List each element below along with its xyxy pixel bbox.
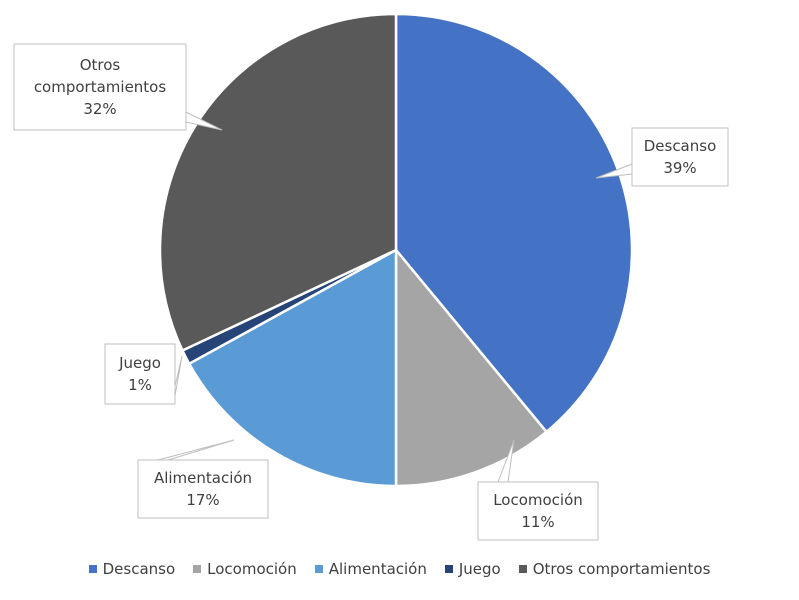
data-label-category: Juego [118, 354, 161, 372]
callout-box [137, 459, 269, 519]
legend-label: Descanso [102, 560, 176, 578]
legend-item-descanso: Descanso [88, 560, 176, 578]
legend-label: Alimentación [328, 560, 427, 578]
legend-swatch-otros [518, 565, 527, 573]
legend-item-otros: Otros comportamientos [518, 560, 711, 578]
data-label-category: Otros [80, 56, 121, 74]
legend-label: Juego [458, 560, 501, 578]
data-label-value: 1% [128, 376, 152, 394]
callout-pointer [174, 355, 183, 397]
legend-swatch-alimentacion [314, 565, 323, 573]
legend-label: Locomoción [207, 560, 297, 578]
data-label-category: Alimentación [154, 469, 252, 487]
data-label-locomocion: Locomoción 11% [477, 439, 599, 541]
data-label-descanso: Descanso 39% [595, 127, 729, 187]
data-label-value: 17% [186, 491, 219, 509]
pie-chart-svg: Descanso 39% Locomoción 11% Alimentación 17% J… [13, 12, 729, 541]
legend: Descanso Locomoción Alimentación Juego O… [0, 555, 799, 583]
callout-pointer [157, 439, 235, 461]
data-label-callouts: Descanso 39% Locomoción 11% Alimentación 17% J… [13, 43, 729, 541]
legend-swatch-locomocion [193, 565, 202, 573]
data-label-value: 11% [521, 513, 554, 531]
data-label-category: Locomoción [493, 491, 583, 509]
callout-box [104, 343, 176, 405]
legend-item-locomocion: Locomoción [193, 560, 297, 578]
callout-box [13, 43, 187, 131]
legend-label: Otros comportamientos [532, 560, 711, 578]
pie-slices [158, 12, 634, 488]
data-label-alimentacion: Alimentación 17% [137, 439, 269, 519]
legend-item-juego: Juego [444, 560, 501, 578]
legend-swatch-descanso [88, 565, 97, 573]
pie-slice-locomocion [394, 246, 549, 488]
callout-box [477, 481, 599, 541]
data-label-category: comportamientos [34, 78, 167, 96]
data-label-juego: Juego 1% [104, 343, 183, 405]
legend-swatch-juego [444, 565, 453, 573]
data-label-value: 39% [663, 159, 696, 177]
legend-item-alimentacion: Alimentación [314, 560, 427, 578]
data-label-category: Descanso [644, 137, 717, 155]
data-label-value: 32% [83, 100, 116, 118]
callout-box [631, 127, 729, 187]
data-label-otros-comportamientos: Otros comportamientos 32% [13, 43, 223, 131]
pie-slice-alimentacion [187, 247, 398, 488]
